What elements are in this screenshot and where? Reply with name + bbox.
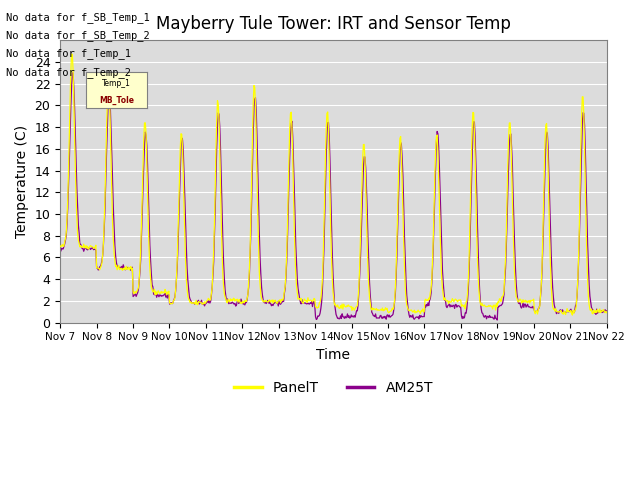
X-axis label: Time: Time [316,348,350,362]
Text: Temp_1: Temp_1 [102,79,131,88]
Legend: PanelT, AM25T: PanelT, AM25T [228,375,438,400]
Text: No data for f_SB_Temp_2: No data for f_SB_Temp_2 [6,30,150,41]
Text: No data for f_Temp_2: No data for f_Temp_2 [6,67,131,78]
Y-axis label: Temperature (C): Temperature (C) [15,125,29,238]
Text: No data for f_SB_Temp_1: No data for f_SB_Temp_1 [6,12,150,23]
Text: MB_Tole: MB_Tole [99,96,134,105]
Text: No data for f_Temp_1: No data for f_Temp_1 [6,48,131,60]
Title: Mayberry Tule Tower: IRT and Sensor Temp: Mayberry Tule Tower: IRT and Sensor Temp [156,15,511,33]
